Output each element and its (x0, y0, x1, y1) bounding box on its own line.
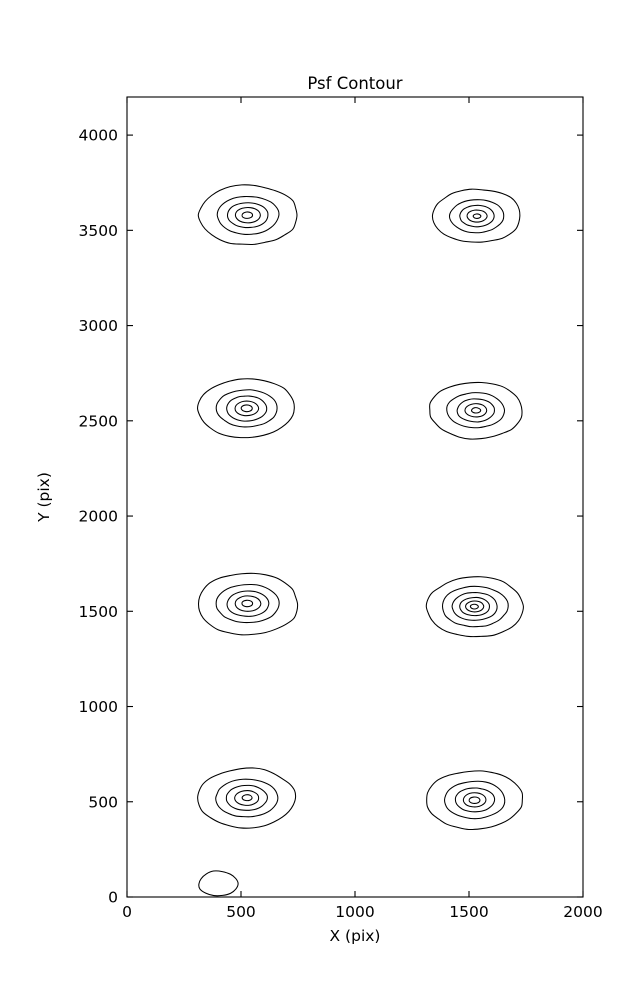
psf-contour-source (426, 770, 524, 831)
contour-level-ring (454, 787, 496, 813)
contour-level-ring (197, 378, 295, 439)
contour-level-ring (444, 780, 506, 820)
contour-level-ring (469, 603, 479, 610)
y-tick-label: 1500 (79, 603, 118, 621)
contour-level-ring (234, 790, 260, 806)
contour-level-ring (472, 213, 482, 219)
contour-level-ring (471, 407, 482, 414)
contour-level-ring (215, 778, 279, 818)
contour-level-ring (446, 392, 506, 429)
x-tick-label: 2000 (563, 903, 602, 921)
contour-level-ring (468, 796, 481, 804)
contour-level-ring (226, 202, 269, 229)
x-tick-label: 500 (226, 903, 256, 921)
contour-level-ring (225, 784, 268, 811)
contour-level-ring (197, 184, 298, 246)
contour-level-ring (215, 389, 278, 428)
contour-level-ring (226, 395, 268, 422)
x-axis-label: X (pix) (330, 927, 381, 945)
x-tick-label: 1500 (449, 903, 488, 921)
contour-level-ring (234, 207, 261, 224)
psf-contour-source (197, 572, 299, 636)
contour-level-ring (241, 599, 254, 608)
contour-level-ring (456, 398, 495, 423)
contour-level-ring (425, 576, 524, 638)
contour-level-ring (448, 199, 505, 234)
contour-level-ring (198, 870, 239, 897)
contour-level-ring (462, 792, 487, 808)
psf-contour-source (197, 184, 298, 246)
contour-level-ring (197, 572, 299, 636)
psf-contour-source (197, 767, 297, 829)
contour-level-ring (215, 583, 280, 624)
contour-level-ring (241, 794, 253, 802)
contour-level-ring (459, 204, 495, 228)
x-tick-label: 1000 (335, 903, 374, 921)
contour-level-ring (234, 595, 262, 612)
contour-level-ring (466, 209, 488, 223)
axes-background (127, 97, 583, 897)
contour-level-ring (429, 381, 523, 440)
contour-level-ring (451, 592, 498, 621)
psf-contour-source (198, 870, 239, 897)
contour-level-ring (431, 188, 521, 243)
contour-level-ring (441, 585, 509, 628)
psf-contour-source (425, 576, 524, 638)
y-tick-label: 3000 (79, 317, 118, 335)
y-tick-label: 2000 (79, 508, 118, 526)
contour-level-ring (465, 600, 485, 613)
contour-level-ring (241, 211, 254, 219)
contour-level-ring (216, 195, 280, 235)
y-tick-label: 4000 (79, 127, 118, 145)
x-tick-label: 0 (122, 903, 132, 921)
tick-layer: 0 500 1000 1500 2000 0 500 1000 1500 2000 2500 3000… (79, 97, 603, 921)
psf-contour-source (431, 188, 521, 243)
psf-contour-source (197, 378, 295, 439)
contour-level-ring (459, 596, 490, 617)
y-tick-label: 3500 (79, 222, 118, 240)
y-tick-label: 500 (88, 793, 118, 811)
contour-level-ring (464, 403, 488, 418)
psf-contour-source (429, 381, 523, 440)
y-tick-label: 1000 (79, 698, 118, 716)
contour-layer (197, 184, 524, 897)
y-axis-label: Y (pix) (35, 472, 53, 523)
y-tick-label: 0 (108, 889, 118, 907)
contour-level-ring (197, 767, 297, 829)
plot-title: Psf Contour (307, 74, 402, 93)
y-tick-label: 2500 (79, 412, 118, 430)
contour-level-ring (240, 404, 253, 413)
contour-level-ring (226, 590, 270, 617)
contour-level-ring (426, 770, 524, 831)
contour-level-ring (234, 400, 260, 417)
